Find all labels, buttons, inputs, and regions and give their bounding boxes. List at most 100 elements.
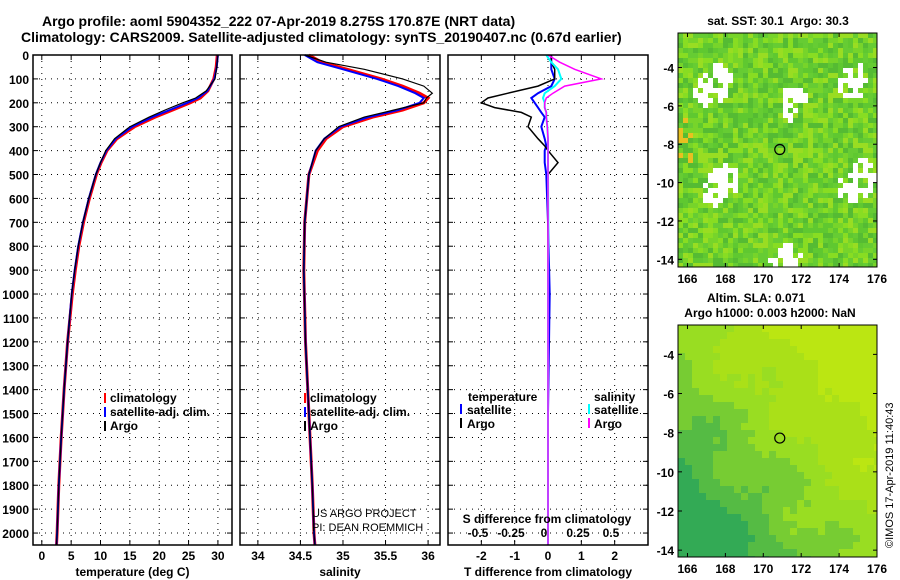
map-cell: [741, 486, 748, 493]
map-cell: [693, 198, 698, 203]
map-cell: [828, 33, 833, 38]
map-cell: [874, 451, 877, 458]
map-cell: [818, 346, 825, 353]
lon-tick-label: 168: [715, 272, 735, 286]
map-cell: [783, 542, 790, 549]
map-cell: [713, 213, 718, 218]
map-cell: [773, 148, 778, 153]
map-cell: [699, 472, 706, 479]
map-cell: [699, 493, 706, 500]
map-cell: [753, 123, 758, 128]
map-cell: [762, 339, 769, 346]
map-cell: [743, 73, 748, 78]
map-cell: [832, 486, 839, 493]
map-cell: [803, 258, 808, 263]
map-cell: [768, 208, 773, 213]
map-cell: [803, 163, 808, 168]
map-cell: [811, 486, 818, 493]
map-cell: [755, 423, 762, 430]
map-cell: [776, 332, 783, 339]
map-cell: [853, 173, 858, 178]
map-cell: [788, 208, 793, 213]
map-cell: [839, 535, 846, 542]
map-cell: [846, 549, 853, 556]
map-cell: [823, 223, 828, 228]
map-cell: [683, 113, 688, 118]
map-cell: [698, 198, 703, 203]
map-cell: [793, 123, 798, 128]
map-cell: [685, 451, 692, 458]
map-cell: [868, 33, 873, 38]
map-cell: [873, 213, 877, 218]
map-cell: [853, 78, 858, 83]
map-cell: [813, 223, 818, 228]
map-cell: [818, 258, 823, 263]
map-cell: [727, 472, 734, 479]
map-cell: [698, 93, 703, 98]
map-cell: [748, 188, 753, 193]
map-cell: [839, 395, 846, 402]
map-cell: [706, 472, 713, 479]
map-cell: [839, 423, 846, 430]
map-cell: [776, 514, 783, 521]
map-cell: [773, 183, 778, 188]
sla-map: 166 168 170 172 174 176-4-6-8-10-12-14Altim. …: [657, 291, 888, 576]
map-cell: [846, 479, 853, 486]
map-cell: [769, 346, 776, 353]
legend-label: satellite: [594, 403, 639, 417]
legend-heading-salinity: salinity: [594, 390, 636, 404]
map-cell: [728, 178, 733, 183]
map-cell: [723, 258, 728, 263]
map-cell: [755, 353, 762, 360]
map-cell: [753, 163, 758, 168]
map-cell: [733, 208, 738, 213]
map-cell: [678, 208, 683, 213]
map-cell: [848, 68, 853, 73]
map-cell: [828, 258, 833, 263]
map-cell: [743, 108, 748, 113]
map-cell: [728, 58, 733, 63]
map-cell: [863, 38, 868, 43]
map-cell: [863, 113, 868, 118]
map-cell: [720, 465, 727, 472]
map-cell: [793, 118, 798, 123]
map-cell: [838, 153, 843, 158]
map-cell: [858, 78, 863, 83]
map-cell: [838, 228, 843, 233]
map-cell: [713, 43, 718, 48]
map-cell: [853, 243, 858, 248]
map-cell: [768, 53, 773, 58]
map-cell: [783, 238, 788, 243]
map-cell: [860, 493, 867, 500]
map-cell: [790, 493, 797, 500]
map-cell: [733, 53, 738, 58]
map-cell: [728, 73, 733, 78]
map-cell: [811, 507, 818, 514]
map-cell: [818, 437, 825, 444]
map-cell: [703, 153, 708, 158]
map-cell: [808, 238, 813, 243]
map-cell: [703, 218, 708, 223]
map-cell: [873, 138, 877, 143]
map-cell: [713, 472, 720, 479]
map-cell: [713, 325, 720, 332]
map-cell: [708, 58, 713, 63]
map-cell: [788, 148, 793, 153]
map-cell: [833, 163, 838, 168]
map-cell: [803, 183, 808, 188]
map-cell: [808, 108, 813, 113]
map-cell: [698, 248, 703, 253]
map-cell: [743, 93, 748, 98]
map-cell: [804, 444, 811, 451]
map-cell: [832, 535, 839, 542]
map-cell: [718, 243, 723, 248]
map-cell: [813, 233, 818, 238]
map-cell: [853, 208, 858, 213]
map-cell: [706, 542, 713, 549]
map-cell: [755, 325, 762, 332]
map-cell: [718, 158, 723, 163]
map-cell: [846, 416, 853, 423]
map-cell: [860, 374, 867, 381]
map-cell: [758, 158, 763, 163]
map-cell: [783, 472, 790, 479]
